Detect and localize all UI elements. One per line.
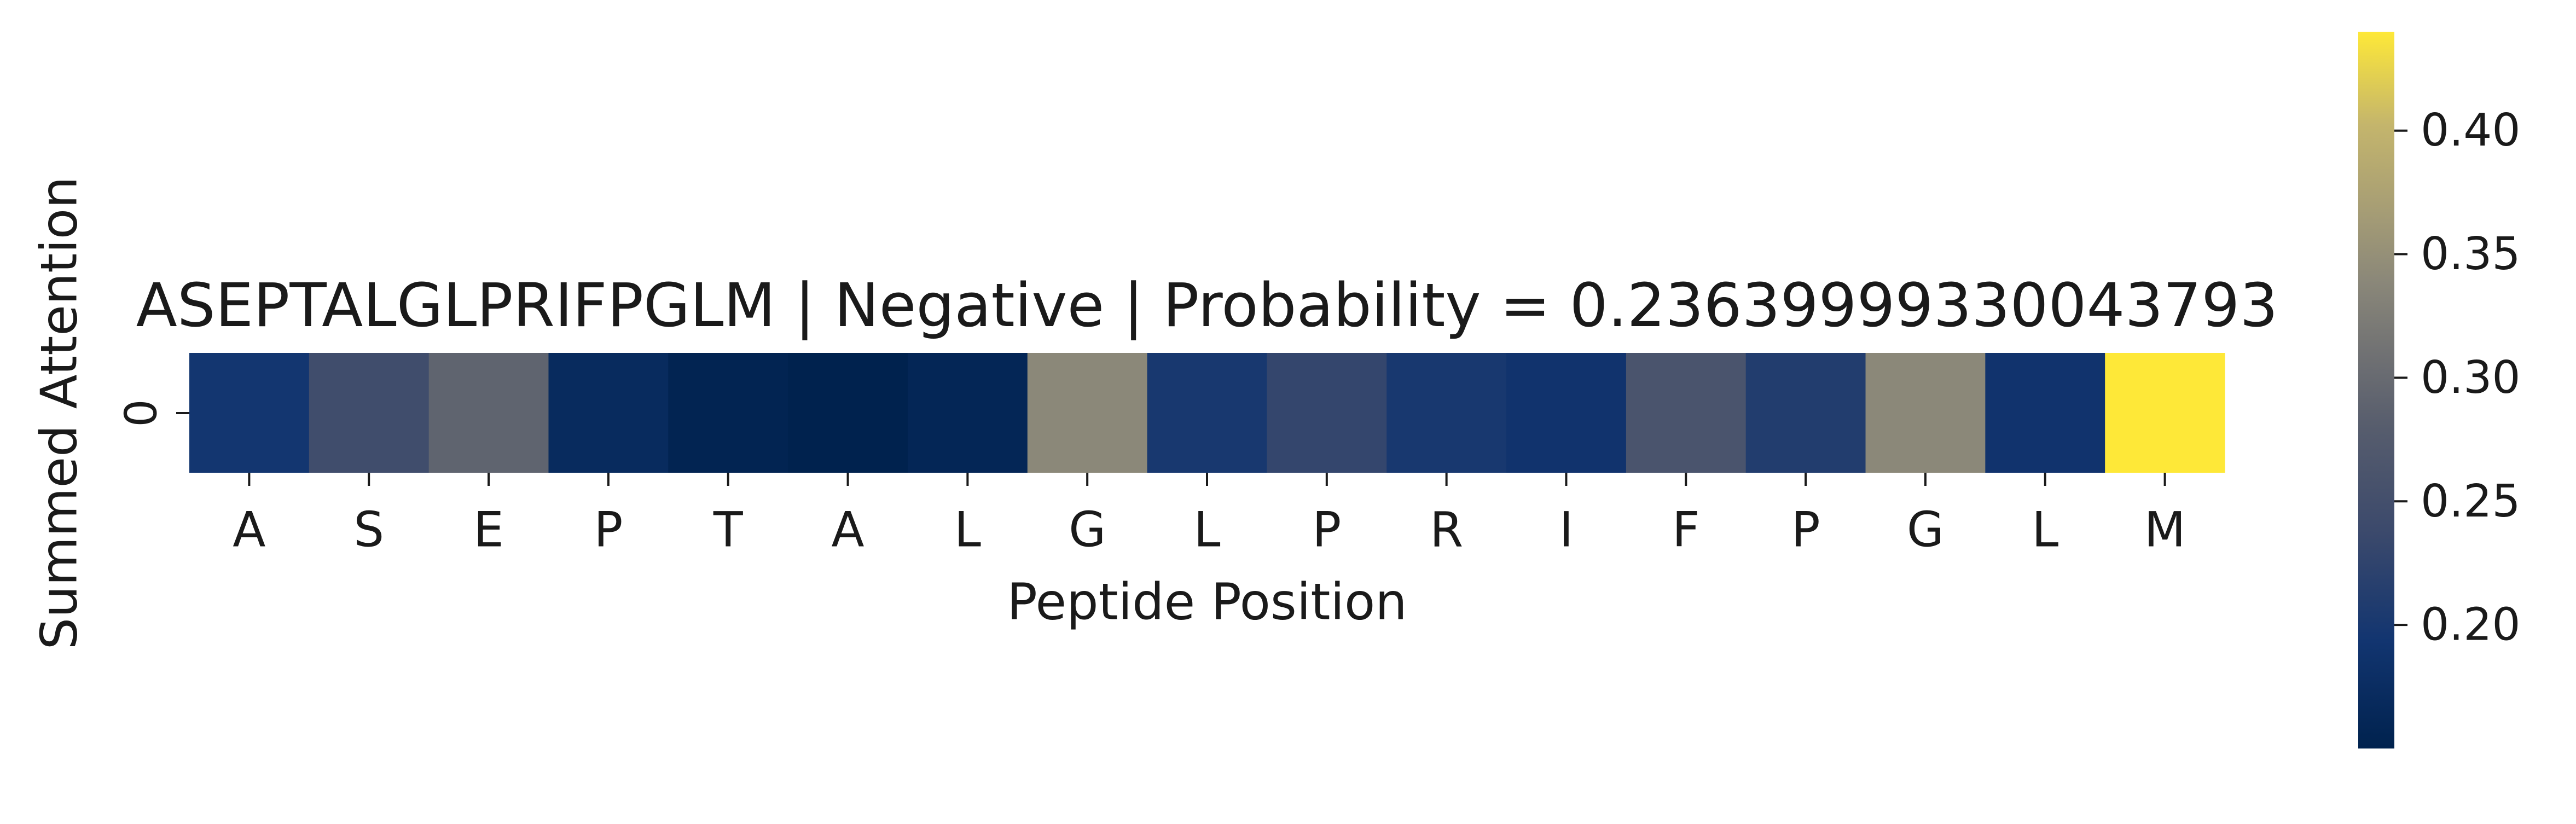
- x-tick-label: A: [831, 502, 864, 558]
- heatmap-cell: [668, 353, 788, 473]
- heatmap-cell: [1267, 353, 1387, 473]
- heatmap-cell: [1985, 353, 2105, 473]
- chart-title: ASEPTALGLPRIFPGLM | Negative | Probabili…: [136, 270, 2278, 341]
- x-tick-label: P: [594, 502, 623, 558]
- x-tick-label: A: [233, 502, 265, 558]
- x-tick-label: G: [1907, 502, 1944, 558]
- heatmap-cell: [2105, 353, 2225, 473]
- colorbar-tick-label: 0.20: [2421, 599, 2521, 651]
- heatmap-cell: [1027, 353, 1148, 473]
- x-tick-label: P: [1312, 502, 1341, 558]
- heatmap-cell: [548, 353, 669, 473]
- heatmap-cell: [1506, 353, 1627, 473]
- colorbar-ticks: 0.20 0.25 0.30 0.35 0.40: [2394, 105, 2521, 651]
- x-tick-label: I: [1559, 502, 1573, 558]
- x-tick-label: R: [1430, 502, 1463, 558]
- x-tick-label: L: [2032, 502, 2058, 558]
- colorbar-tick-label: 0.25: [2421, 475, 2521, 527]
- x-tick-label: L: [1193, 502, 1220, 558]
- x-tick-label: S: [353, 502, 384, 558]
- y-tick-label: 0: [116, 399, 167, 427]
- heatmap-cells: [189, 353, 2225, 473]
- heatmap-cell: [189, 353, 310, 473]
- heatmap-cell: [1147, 353, 1268, 473]
- heatmap-cell: [1626, 353, 1747, 473]
- heatmap-cell: [309, 353, 430, 473]
- x-tick-label: P: [1791, 502, 1820, 558]
- y-axis-label: Summed Attention: [30, 177, 89, 650]
- x-tick-label: L: [954, 502, 981, 558]
- colorbar-tick-label: 0.40: [2421, 105, 2521, 156]
- heatmap-cell: [1386, 353, 1507, 473]
- heatmap-cell: [1865, 353, 1986, 473]
- x-tick-label: G: [1069, 502, 1106, 558]
- x-tick-label: E: [473, 502, 504, 558]
- heatmap-cell: [788, 353, 908, 473]
- colorbar-tick-label: 0.30: [2421, 352, 2521, 404]
- heatmap-cell: [1745, 353, 1866, 473]
- x-tick-label: M: [2144, 502, 2186, 558]
- colorbar: [2358, 32, 2394, 748]
- x-tick-label: F: [1672, 502, 1700, 558]
- heatmap-cell: [907, 353, 1028, 473]
- x-axis-label: Peptide Position: [1007, 573, 1407, 631]
- heatmap-cell: [428, 353, 549, 473]
- x-tick-label: T: [713, 502, 744, 558]
- colorbar-tick-label: 0.35: [2421, 228, 2521, 280]
